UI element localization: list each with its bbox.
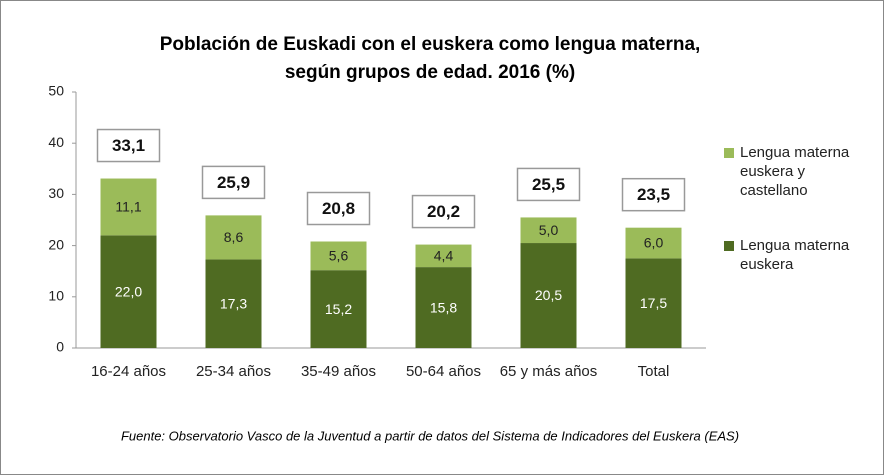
total-label: 25,5 xyxy=(532,175,565,194)
bar-segment xyxy=(205,215,262,260)
total-label: 25,9 xyxy=(217,173,250,192)
total-label: 33,1 xyxy=(112,136,145,155)
x-tick-label: 65 y más años xyxy=(500,363,598,380)
value-label: 17,5 xyxy=(640,295,667,311)
y-tick-label: 10 xyxy=(48,288,64,304)
total-box xyxy=(411,194,476,229)
chart-title: según grupos de edad. 2016 (%) xyxy=(285,62,575,83)
x-tick-label: Total xyxy=(638,363,670,380)
bar-segment xyxy=(520,243,577,348)
total-label: 23,5 xyxy=(637,185,670,204)
x-tick-label: 16-24 años xyxy=(91,363,166,380)
bar-segment xyxy=(100,178,157,236)
legend-label: Lengua materna euskera y castellano xyxy=(740,144,850,199)
bar-segment xyxy=(205,259,262,348)
bar-segment xyxy=(415,244,472,268)
value-label: 15,2 xyxy=(325,301,352,317)
chart-title: Población de Euskadi con el euskera como… xyxy=(160,34,701,55)
x-tick-label: 25-34 años xyxy=(196,363,271,380)
y-tick-label: 30 xyxy=(48,185,64,201)
bar-segment xyxy=(520,217,577,244)
bar-segment xyxy=(415,267,472,348)
total-box xyxy=(621,177,686,212)
total-box xyxy=(96,128,161,163)
value-label: 8,6 xyxy=(224,229,244,245)
total-box xyxy=(306,191,371,226)
total-box xyxy=(516,167,581,202)
legend-swatch xyxy=(724,148,734,158)
total-label: 20,8 xyxy=(322,199,355,218)
value-label: 6,0 xyxy=(644,235,664,251)
bar-segment xyxy=(100,235,157,348)
value-label: 5,6 xyxy=(329,248,349,264)
value-label: 15,8 xyxy=(430,299,457,315)
value-label: 22,0 xyxy=(115,283,142,299)
value-label: 20,5 xyxy=(535,287,562,303)
total-box xyxy=(201,165,266,200)
legend-swatch xyxy=(724,241,734,251)
bar-segment xyxy=(625,258,682,348)
total-label: 20,2 xyxy=(427,202,460,221)
y-tick-label: 0 xyxy=(56,339,64,355)
bar-segment xyxy=(310,270,367,348)
x-tick-label: 35-49 años xyxy=(301,363,376,380)
value-label: 4,4 xyxy=(434,248,454,264)
bar-segment xyxy=(625,227,682,259)
value-label: 17,3 xyxy=(220,295,247,311)
legend-label: Lengua materna euskera xyxy=(740,237,850,273)
value-label: 11,1 xyxy=(115,199,141,215)
y-tick-label: 50 xyxy=(48,83,64,99)
bar-segment xyxy=(310,241,367,271)
value-label: 5,0 xyxy=(539,222,559,238)
y-tick-label: 20 xyxy=(48,236,64,252)
x-tick-label: 50-64 años xyxy=(406,363,481,380)
source-note: Fuente: Observatorio Vasco de la Juventu… xyxy=(121,428,739,443)
y-tick-label: 40 xyxy=(48,134,64,150)
